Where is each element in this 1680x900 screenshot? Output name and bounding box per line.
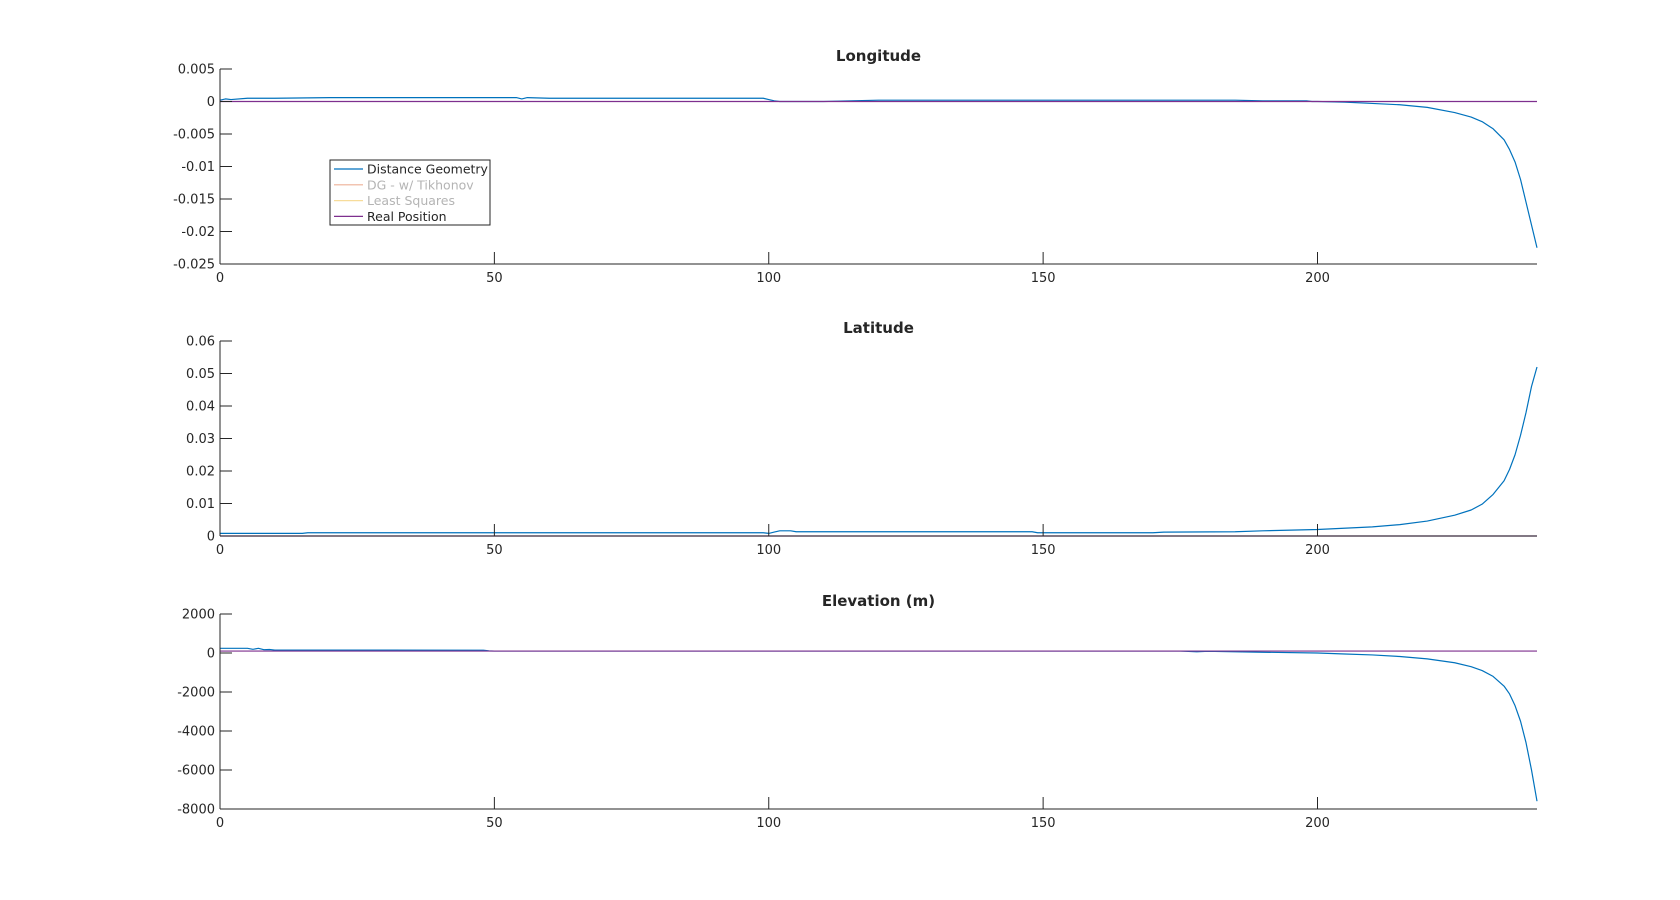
- legend-entry: Distance Geometry: [334, 162, 489, 177]
- y-tick-label: 0.005: [178, 63, 215, 78]
- x-tick-label: 200: [1305, 271, 1330, 286]
- legend-entry: Least Squares: [334, 193, 455, 208]
- x-tick-label: 100: [756, 816, 781, 831]
- x-tick-label: 100: [756, 543, 781, 558]
- y-tick-label: -2000: [177, 686, 215, 701]
- y-tick-label: 0.05: [186, 367, 215, 382]
- subplot-1: 0 50 100 150 200 0.005 0 -0.005 -0.01 -0.015 -0.02…: [173, 47, 1538, 286]
- subplot-3: 0 50 100 150 200 2000 0 -2000 -4000 -6000 -8000 Ele…: [177, 592, 1538, 831]
- axes-root: 0 50 100 150 200 0.005 0 -0.005 -0.01 -0.015 -0.02…: [173, 47, 1538, 831]
- y-tick-label: -4000: [177, 725, 215, 740]
- y-tick-label: -0.02: [181, 225, 215, 240]
- legend-box: [329, 159, 491, 226]
- y-tick-label: -0.025: [173, 258, 215, 273]
- x-tick-label: 0: [216, 816, 224, 831]
- y-tick-label: 0.03: [186, 432, 215, 447]
- x-tick-label: 0: [216, 271, 224, 286]
- y-tick-label: 0: [207, 95, 215, 110]
- y-tick-label: 0: [207, 530, 215, 545]
- legend-entry: DG - w/ Tikhonov: [334, 177, 474, 192]
- y-tick-label: 2000: [182, 608, 215, 623]
- y-tick-label: 0.04: [186, 400, 215, 415]
- chart-title: Latitude: [843, 319, 914, 337]
- x-tick-label: 100: [756, 271, 781, 286]
- series-line-distance-geometry: [220, 647, 1538, 802]
- x-tick-label: 50: [486, 271, 503, 286]
- x-tick-label: 50: [486, 543, 503, 558]
- legend-label: Real Position: [367, 209, 447, 224]
- x-tick-label: 200: [1305, 543, 1330, 558]
- legend-entry: Real Position: [334, 209, 447, 224]
- x-tick-label: 200: [1305, 816, 1330, 831]
- subplot-2: 0 50 100 150 200 0.06 0.05 0.04 0.03 0.02 0.01 0 Lat…: [186, 319, 1538, 558]
- y-tick-label: 0.02: [186, 465, 215, 480]
- legend-label: Least Squares: [367, 193, 455, 208]
- y-tick-label: 0.06: [186, 335, 215, 350]
- chart-title: Elevation (m): [822, 592, 935, 610]
- x-tick-label: 0: [216, 543, 224, 558]
- y-tick-label: -0.015: [173, 193, 215, 208]
- chart-title: Longitude: [836, 47, 921, 65]
- x-tick-label: 50: [486, 816, 503, 831]
- y-tick-label: -0.005: [173, 128, 215, 143]
- x-tick-label: 150: [1031, 543, 1056, 558]
- series-line-distance-geometry: [220, 366, 1538, 535]
- legend-label: DG - w/ Tikhonov: [367, 177, 474, 192]
- y-tick-label: -8000: [177, 803, 215, 818]
- y-tick-label: 0: [207, 647, 215, 662]
- legend-label: Distance Geometry: [367, 162, 489, 177]
- x-tick-label: 150: [1031, 816, 1056, 831]
- y-tick-label: -0.01: [181, 160, 215, 175]
- x-tick-label: 150: [1031, 271, 1056, 286]
- y-tick-label: -6000: [177, 764, 215, 779]
- y-tick-label: 0.01: [186, 497, 215, 512]
- series-line-distance-geometry: [219, 96, 1538, 248]
